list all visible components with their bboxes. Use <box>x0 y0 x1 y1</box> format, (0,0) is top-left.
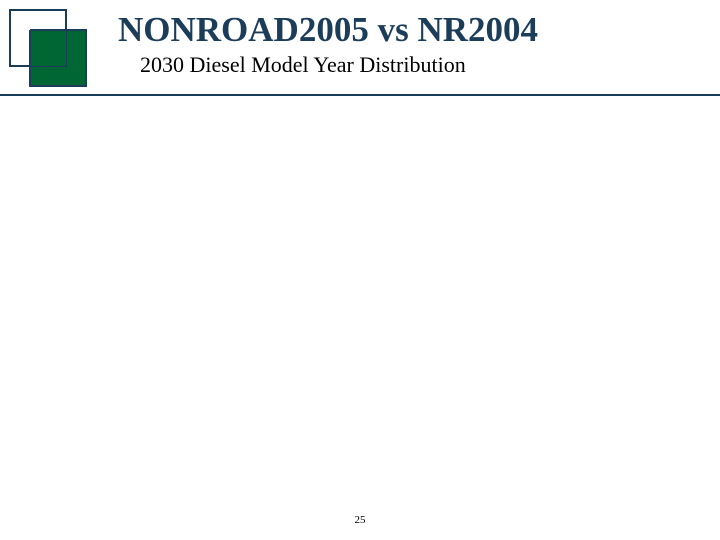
decoration-svg <box>0 0 95 95</box>
slide: NONROAD2005 vs NR2004 2030 Diesel Model … <box>0 0 720 540</box>
title-block: NONROAD2005 vs NR2004 2030 Diesel Model … <box>118 10 678 78</box>
slide-subtitle: 2030 Diesel Model Year Distribution <box>140 52 678 78</box>
decoration-inner-overlay <box>30 30 66 66</box>
page-number: 25 <box>0 514 720 526</box>
slide-title: NONROAD2005 vs NR2004 <box>118 10 678 50</box>
corner-decoration <box>0 0 95 95</box>
title-underline <box>0 94 720 96</box>
